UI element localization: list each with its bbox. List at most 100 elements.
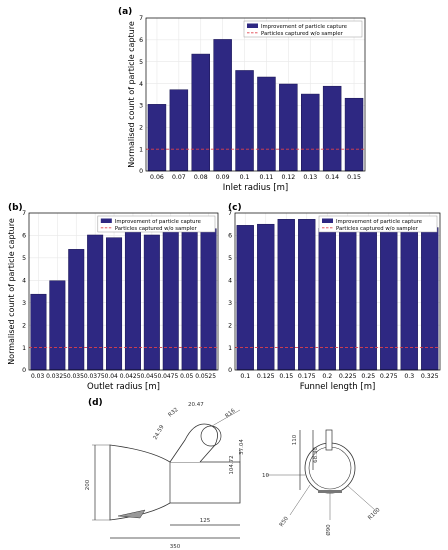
- bar: [124, 225, 141, 371]
- bar: [400, 231, 418, 371]
- plot-frame: [145, 17, 366, 172]
- y-tick-label: 1: [22, 345, 26, 352]
- legend-box: [97, 215, 216, 233]
- bar: [279, 83, 298, 172]
- bar: [235, 70, 254, 172]
- y-tick-label: 1: [139, 146, 143, 153]
- y-tick-label: 2: [22, 322, 26, 329]
- x-tick-label: 0.15: [279, 373, 293, 380]
- legend-label: Particles captured w/o sampler: [336, 226, 419, 232]
- y-tick-label: 5: [228, 255, 232, 262]
- dimension-label: R100: [367, 507, 382, 522]
- bar: [143, 234, 160, 371]
- y-tick-label: 5: [22, 255, 26, 262]
- x-tick-labels: 0.03 0.03250.0350.03750.04 0.04250.0450.…: [31, 373, 216, 380]
- y-tick-label: 4: [139, 81, 143, 88]
- y-tick-label: 3: [139, 103, 143, 110]
- x-tick-label: 0.175: [298, 373, 316, 380]
- bar: [257, 76, 276, 172]
- x-tick-label: 0.1: [240, 373, 250, 380]
- x-tick-label: 0.225: [339, 373, 357, 380]
- y-tick-label: 0: [22, 367, 26, 374]
- legend-swatch-bar: [100, 218, 112, 223]
- bar: [421, 227, 439, 371]
- bar: [162, 223, 179, 371]
- bar: [339, 216, 357, 371]
- x-tick-label: 0.15: [347, 174, 361, 181]
- outlet-pipe-front: [325, 429, 333, 451]
- y-tick-label: 7: [228, 210, 232, 217]
- y-tick-label: 4: [228, 277, 232, 284]
- y-tick-label: 2: [139, 124, 143, 131]
- bar: [169, 89, 189, 172]
- dimension-label: R50: [279, 515, 290, 528]
- bar: [322, 85, 342, 172]
- bar: [318, 228, 336, 371]
- bar: [147, 104, 167, 172]
- x-tick-label: 0.09: [216, 174, 230, 181]
- y-tick-label: 7: [22, 210, 26, 217]
- plot-frame: [28, 212, 219, 371]
- legend-label: Particles captured w/o sampler: [261, 31, 344, 37]
- x-tick-label: 0.1: [240, 174, 250, 181]
- y-tick-label: 1: [228, 345, 232, 352]
- dimension-label: 37.04: [239, 439, 245, 455]
- bar: [236, 225, 254, 371]
- bar: [257, 223, 275, 371]
- y-tick-label: 2: [228, 322, 232, 329]
- panel-label: (d): [88, 398, 103, 408]
- panel-label: (a): [118, 7, 132, 17]
- bar: [87, 234, 104, 371]
- x-tick-label: 0.14: [325, 174, 339, 181]
- y-tick-label: 0: [228, 367, 232, 374]
- bar: [68, 249, 85, 371]
- dimension-label: 20.47: [188, 402, 204, 408]
- legend-box: [243, 20, 363, 38]
- dimension-label: 10: [262, 473, 269, 479]
- y-tick-label: 0: [139, 168, 143, 175]
- panel-label: (b): [8, 203, 23, 213]
- dimension-label: 125: [200, 518, 211, 524]
- bar: [106, 237, 123, 371]
- dimension-label: 104.72: [229, 455, 235, 474]
- leader-line: [289, 484, 311, 516]
- x-tick-label: 0.07: [172, 174, 186, 181]
- legend-label: Improvement of particle capture: [261, 24, 347, 30]
- y-tick-label: 7: [139, 15, 143, 22]
- dimension-label: 24.59: [153, 424, 166, 441]
- plot-frame: [234, 212, 441, 371]
- bar: [344, 97, 364, 172]
- x-tick-label: 0.25: [361, 373, 375, 380]
- panel-label: (c): [228, 203, 242, 213]
- dimension-label: 68.30: [313, 447, 319, 463]
- bar: [380, 225, 398, 371]
- dimension-label: R32: [167, 407, 179, 419]
- y-axis-label: Normalised count of particle capture: [127, 21, 136, 168]
- y-tick-label: 6: [228, 233, 232, 240]
- dimension-label: 350: [170, 544, 181, 550]
- x-tick-label: 0.125: [257, 373, 275, 380]
- x-tick-label: 0.3: [404, 373, 414, 380]
- x-tick-label: 0.275: [380, 373, 398, 380]
- bar: [200, 228, 217, 371]
- bar: [191, 53, 210, 172]
- leader-line: [211, 409, 241, 427]
- base-plate: [318, 490, 342, 493]
- x-tick-label: 0.08: [194, 174, 208, 181]
- dimension-label: R16: [224, 408, 237, 420]
- x-tick-label: 0.2: [322, 373, 332, 380]
- legend-label: Improvement of particle capture: [115, 219, 201, 225]
- bar: [30, 293, 47, 371]
- x-tick-label: 0.13: [303, 174, 317, 181]
- x-axis-label: Outlet radius [m]: [87, 382, 160, 392]
- sampler-outlet-pipe: [169, 423, 218, 463]
- leader-line: [347, 485, 376, 511]
- bar: [301, 93, 320, 172]
- legend-swatch-bar: [322, 218, 333, 223]
- y-tick-label: 4: [22, 277, 26, 284]
- bar: [213, 39, 232, 172]
- y-tick-label: 3: [22, 300, 26, 307]
- dimension-label: 200: [85, 479, 91, 490]
- bar: [49, 280, 66, 371]
